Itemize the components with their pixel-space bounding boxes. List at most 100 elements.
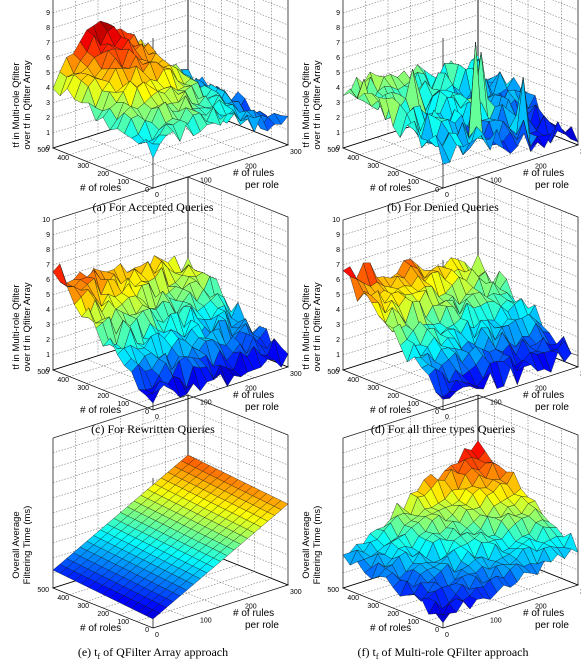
roles-tick-label: 300	[77, 603, 89, 610]
rules-tick-label: 100	[490, 618, 502, 625]
rules-axis-label-line2: per role	[535, 180, 569, 191]
floor-grid	[136, 578, 272, 622]
floor-grid	[409, 571, 545, 615]
z-axis-label: tf in Multi-role Qfilter	[301, 285, 312, 370]
z-tick-label: 4	[336, 307, 340, 314]
caption-post: of QFilter Array approach	[100, 645, 228, 659]
z-tick-label: 2	[336, 115, 340, 122]
z-tick-label: 3	[46, 100, 50, 107]
rules-tick-label: 100	[200, 400, 212, 407]
roles-tick-label: 400	[57, 595, 69, 602]
panel-caption: (c) For Rewritten Queries	[91, 422, 215, 436]
rules-tick-label: 200	[245, 603, 257, 610]
z-tick-label: 8	[336, 247, 340, 254]
rules-tick-label: 0	[155, 632, 159, 639]
wall-grid-z	[342, 0, 579, 29]
rules-axis-label: # of rules	[233, 168, 274, 179]
rules-tick-label: 0	[445, 192, 449, 199]
roles-tick-label: 300	[367, 603, 379, 610]
wall-grid-z	[342, 394, 579, 439]
roles-axis-label: # of roles	[370, 623, 411, 634]
wall-grid-z	[342, 221, 579, 266]
z-tick-label: 9	[46, 232, 50, 239]
caption-sub: f	[98, 652, 101, 660]
roles-tick-label: 100	[407, 401, 419, 408]
rules-tick-label: 100	[490, 178, 502, 185]
roles-tick-label: 500	[37, 369, 49, 376]
z-tick-label: 8	[336, 25, 340, 32]
z-tick-label: 6	[336, 277, 340, 284]
rules-axis-label: # of rules	[233, 608, 274, 619]
wall-grid-z	[342, 0, 579, 44]
roles-tick-label: 0	[435, 409, 439, 416]
roles-tick-label: 0	[145, 187, 149, 194]
z-axis-label-line2: Filtering Time (ms)	[312, 506, 323, 585]
z-axis-label-line2: Filtering Time (ms)	[22, 506, 33, 585]
surface-facet	[435, 392, 450, 400]
wall-grid-z	[342, 14, 579, 59]
z-tick-label: 3	[46, 322, 50, 329]
roles-tick-label: 200	[97, 393, 109, 400]
rules-tick-label: 200	[535, 163, 547, 170]
caption-pre: (f) t	[358, 645, 377, 659]
surface-facet	[52, 263, 68, 287]
roles-tick-label: 500	[327, 587, 339, 594]
roles-tick-label: 100	[407, 619, 419, 626]
roles-tick-label: 400	[347, 595, 359, 602]
wall-grid-z	[52, 221, 289, 266]
z-tick-label: 0	[336, 367, 340, 374]
z-tick-label: 6	[46, 55, 50, 62]
z-axis-label: tf in Multi-role Qfilter	[11, 285, 22, 370]
z-tick-label: 6	[46, 277, 50, 284]
roles-axis-label: # of roles	[80, 183, 121, 194]
surface-facet	[435, 135, 451, 165]
rules-tick-label: 200	[535, 603, 547, 610]
roles-tick-label: 100	[117, 179, 129, 186]
caption-sub: f	[376, 652, 379, 660]
rules-tick-label: 200	[535, 385, 547, 392]
z-tick-label: 4	[336, 85, 340, 92]
panel-c: 01234567891050040030020010000100200300# …	[11, 176, 302, 436]
z-tick-label: 1	[46, 352, 50, 359]
rules-axis-label: # of rules	[523, 390, 564, 401]
floor-grid	[102, 124, 239, 169]
wall-grid-z	[52, 394, 289, 439]
roles-tick-label: 500	[37, 147, 49, 154]
z-axis-label: Overall Average	[11, 511, 22, 578]
z-tick-label: 3	[336, 100, 340, 107]
roles-tick-label: 500	[327, 147, 339, 154]
roles-tick-label: 100	[117, 401, 129, 408]
z-tick-label: 5	[46, 292, 50, 299]
z-axis-label: tf in Multi-role Qfilter	[301, 63, 312, 148]
z-tick-label: 7	[46, 262, 50, 269]
z-tick-label: 1	[336, 352, 340, 359]
roles-tick-label: 400	[347, 377, 359, 384]
roles-tick-label: 200	[387, 171, 399, 178]
rules-tick-label: 0	[155, 414, 159, 421]
roles-tick-label: 500	[327, 369, 339, 376]
roles-tick-label: 300	[367, 385, 379, 392]
caption-post: of Multi-role QFilter approach	[379, 645, 529, 659]
roles-tick-label: 400	[347, 155, 359, 162]
rules-tick-label: 300	[290, 371, 302, 378]
z-tick-label: 5	[46, 70, 50, 77]
wall-grid-z	[52, 176, 289, 221]
roles-tick-label: 300	[367, 163, 379, 170]
roles-tick-label: 200	[97, 171, 109, 178]
wall-grid-z	[52, 0, 289, 29]
z-axis-label-line2: over tf in Qfilter Array	[312, 60, 323, 149]
rules-axis-label-line2: per role	[535, 620, 569, 631]
z-tick-label: 8	[46, 25, 50, 32]
rules-axis-label-line2: per role	[245, 402, 279, 413]
floor-grid	[409, 131, 545, 175]
roles-tick-label: 200	[387, 393, 399, 400]
roles-tick-label: 300	[77, 385, 89, 392]
z-tick-label: 7	[336, 262, 340, 269]
z-tick-label: 4	[46, 307, 50, 314]
floor-grid	[119, 571, 255, 615]
rules-tick-label: 300	[290, 589, 302, 596]
surface-facet	[435, 613, 451, 624]
z-tick-label: 2	[46, 115, 50, 122]
panel-d: 01234567891050040030020010000100200300# …	[301, 176, 581, 436]
